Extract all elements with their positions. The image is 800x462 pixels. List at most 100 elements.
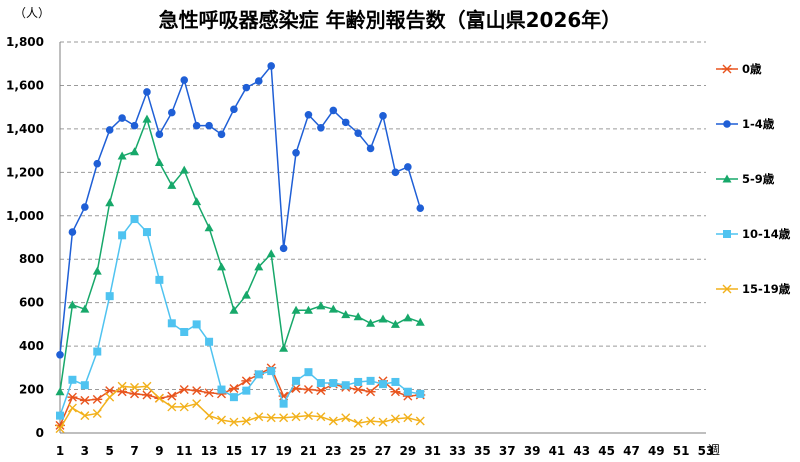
data-point xyxy=(266,249,276,258)
data-point xyxy=(316,301,326,310)
data-point xyxy=(303,385,314,395)
data-point xyxy=(366,376,375,385)
data-point xyxy=(104,386,115,396)
data-point xyxy=(341,118,350,127)
data-point xyxy=(241,416,251,426)
data-point xyxy=(67,403,77,413)
data-point xyxy=(292,148,300,157)
x-tick-label: 31 xyxy=(424,444,441,458)
data-point xyxy=(204,388,215,398)
x-axis-unit: 週 xyxy=(708,443,720,457)
data-point xyxy=(155,275,164,284)
legend-marker xyxy=(723,120,731,128)
data-point xyxy=(142,114,152,123)
data-point xyxy=(366,318,376,327)
y-tick-label: 1,200 xyxy=(6,165,44,179)
series-line xyxy=(59,385,421,430)
y-tick-label: 400 xyxy=(19,339,44,353)
data-point xyxy=(229,393,238,402)
data-point xyxy=(328,416,338,426)
data-point xyxy=(56,351,64,359)
series-line xyxy=(59,366,421,426)
data-point xyxy=(168,108,176,117)
data-point xyxy=(204,411,214,421)
legend-item: 5-9歳 xyxy=(716,172,775,186)
data-point xyxy=(155,130,164,139)
data-point xyxy=(353,312,363,321)
data-point xyxy=(292,376,301,385)
data-point xyxy=(129,389,140,399)
data-point xyxy=(403,413,413,423)
data-point xyxy=(242,83,251,92)
series-1-4歳 xyxy=(56,62,425,359)
data-point xyxy=(241,290,251,299)
data-point xyxy=(229,417,239,427)
data-point xyxy=(365,387,376,397)
legend-marker xyxy=(722,284,732,294)
x-tick-label: 53 xyxy=(698,444,715,458)
legend-marker xyxy=(722,174,732,183)
data-point xyxy=(303,411,313,421)
data-point xyxy=(254,370,263,379)
x-tick-label: 41 xyxy=(549,444,566,458)
x-tick-label: 43 xyxy=(573,444,590,458)
x-tick-label: 23 xyxy=(325,444,342,458)
data-point xyxy=(353,385,364,395)
data-point xyxy=(391,377,400,386)
data-point xyxy=(279,413,289,423)
data-point xyxy=(353,418,363,428)
data-point xyxy=(204,223,214,232)
data-point xyxy=(141,390,152,400)
data-point xyxy=(415,317,425,326)
data-point xyxy=(105,392,115,402)
data-point xyxy=(130,215,139,224)
data-point xyxy=(341,413,351,423)
data-point xyxy=(228,383,239,393)
data-point xyxy=(67,300,77,309)
x-tick-label: 27 xyxy=(375,444,392,458)
data-point xyxy=(390,387,401,397)
series-5-9歳 xyxy=(55,114,425,396)
data-point xyxy=(241,376,252,386)
data-point xyxy=(329,106,338,115)
series-10-14歳 xyxy=(56,215,425,420)
series-group xyxy=(55,62,426,434)
chart-title: 急性呼吸器感染症 年齢別報告数（富山県2026年） xyxy=(159,8,622,32)
data-point xyxy=(56,411,64,420)
data-point xyxy=(167,402,177,412)
data-point xyxy=(180,327,189,336)
data-point xyxy=(304,368,313,377)
data-point xyxy=(266,413,276,423)
y-tick-label: 800 xyxy=(19,252,44,266)
data-point xyxy=(92,266,102,275)
data-point xyxy=(403,313,413,322)
x-tick-label: 19 xyxy=(275,444,292,458)
data-point xyxy=(329,379,338,388)
legend-label: 0歳 xyxy=(742,62,762,76)
data-point xyxy=(166,391,177,401)
data-point xyxy=(68,375,77,384)
data-point xyxy=(179,385,190,395)
data-point xyxy=(192,121,201,130)
data-point xyxy=(191,386,202,396)
data-point xyxy=(379,380,387,389)
x-tick-label: 47 xyxy=(623,444,640,458)
x-tick-label: 25 xyxy=(350,444,367,458)
x-tick-label: 45 xyxy=(598,444,615,458)
data-point xyxy=(118,114,126,122)
data-point xyxy=(217,130,226,139)
data-point xyxy=(67,392,78,402)
data-point xyxy=(415,416,425,426)
series-line xyxy=(59,63,421,355)
data-point xyxy=(303,305,313,314)
data-point xyxy=(366,144,375,153)
y-axis-ticks: 0 200 400 600 800 1,000 1,200 1,400 1,600 1,800 xyxy=(6,35,44,440)
data-point xyxy=(217,385,226,394)
x-tick-label: 51 xyxy=(673,444,690,458)
y-tick-label: 600 xyxy=(19,296,44,310)
data-point xyxy=(143,88,151,96)
data-point xyxy=(279,244,288,253)
data-point xyxy=(130,121,139,130)
data-point xyxy=(217,415,226,425)
